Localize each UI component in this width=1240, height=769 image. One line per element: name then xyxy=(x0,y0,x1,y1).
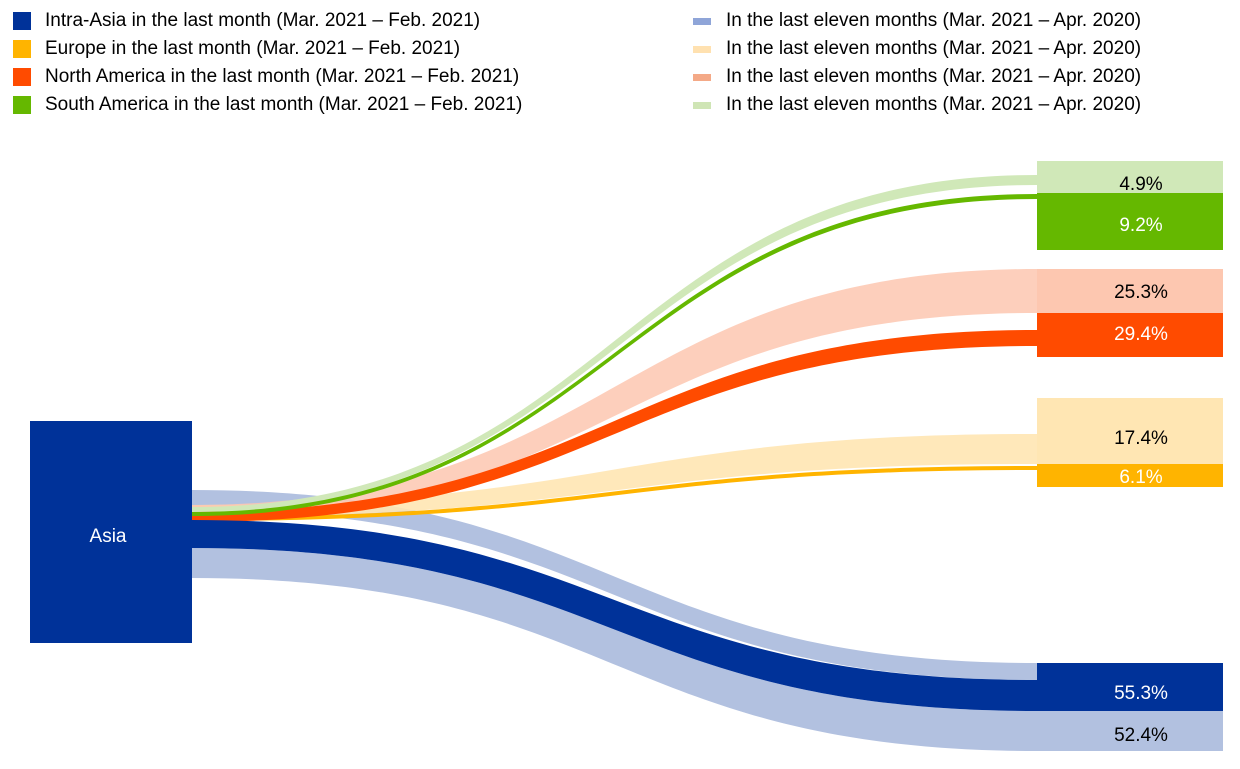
legend-swatch xyxy=(693,101,711,109)
flow-europe-eleven-months xyxy=(192,434,1037,517)
label-north-america-eleven: 25.3% xyxy=(1114,282,1168,303)
flow-south-america-eleven-months xyxy=(192,175,1037,513)
legend-swatch xyxy=(13,96,31,114)
flows-last-month xyxy=(192,194,1037,711)
label-south-america-eleven: 4.9% xyxy=(1119,174,1162,195)
target-node-intra-asia-last-month xyxy=(1037,663,1223,711)
target-node-south-america-last-month xyxy=(1037,193,1223,250)
label-intra-asia-last: 55.3% xyxy=(1114,683,1168,704)
flow-intra-asia-eleven-months-upper xyxy=(192,490,1037,680)
nodes xyxy=(1037,161,1223,751)
legend-label: South America in the last month (Mar. 20… xyxy=(45,94,523,115)
legend-swatch xyxy=(13,68,31,86)
flow-north-america-last-month xyxy=(192,330,1037,522)
value-labels: 4.9% 9.2% 25.3% 29.4% 17.4% 6.1% 55.3% 5… xyxy=(1114,174,1168,746)
label-south-america-last: 9.2% xyxy=(1119,215,1162,236)
legend-swatch xyxy=(13,40,31,58)
label-europe-last: 6.1% xyxy=(1119,467,1162,488)
target-node-europe-last-month xyxy=(1037,464,1223,487)
legend-label: Intra-Asia in the last month (Mar. 2021 … xyxy=(45,10,481,31)
legend-item-north-america-eleven-months: In the last eleven months (Mar. 2021 – A… xyxy=(693,66,1141,88)
legend-label: In the last eleven months (Mar. 2021 – A… xyxy=(726,38,1142,59)
label-north-america-last: 29.4% xyxy=(1114,324,1168,345)
source-node-asia xyxy=(30,421,192,643)
legend-swatch xyxy=(13,12,31,30)
legend-swatch xyxy=(693,17,711,25)
legend-item-south-america-eleven-months: In the last eleven months (Mar. 2021 – A… xyxy=(693,94,1141,116)
flow-south-america-last-month xyxy=(192,194,1037,516)
source-node-label: Asia xyxy=(90,526,127,547)
legend-item-europe-eleven-months: In the last eleven months (Mar. 2021 – A… xyxy=(693,38,1141,60)
legend-swatch xyxy=(693,73,711,81)
target-node-south-america-eleven-months xyxy=(1037,161,1223,193)
legend-label: In the last eleven months (Mar. 2021 – A… xyxy=(726,10,1142,31)
flows-eleven-months xyxy=(192,175,1037,751)
legend-item-intra-asia-last-month: Intra-Asia in the last month (Mar. 2021 … xyxy=(13,10,480,32)
target-node-north-america-eleven-months xyxy=(1037,269,1223,313)
legend-swatch xyxy=(693,45,711,53)
legend-label: In the last eleven months (Mar. 2021 – A… xyxy=(726,66,1142,87)
legend-item-europe-last-month: Europe in the last month (Mar. 2021 – Fe… xyxy=(13,38,460,60)
flow-intra-asia-last-month xyxy=(192,520,1037,711)
flow-north-america-eleven-months xyxy=(192,269,1037,519)
legend-item-intra-asia-eleven-months: In the last eleven months (Mar. 2021 – A… xyxy=(693,10,1141,32)
legend-label: Europe in the last month (Mar. 2021 – Fe… xyxy=(45,38,461,59)
target-node-europe-eleven-months xyxy=(1037,398,1223,464)
legend-label: North America in the last month (Mar. 20… xyxy=(45,66,520,87)
label-intra-asia-eleven: 52.4% xyxy=(1114,725,1168,746)
legend-item-south-america-last-month: South America in the last month (Mar. 20… xyxy=(13,94,522,116)
legend-label: In the last eleven months (Mar. 2021 – A… xyxy=(726,94,1142,115)
legend-item-north-america-last-month: North America in the last month (Mar. 20… xyxy=(13,66,519,88)
flow-intra-asia-eleven-months-lower xyxy=(192,548,1037,751)
target-node-intra-asia-eleven-months xyxy=(1037,711,1223,751)
flow-europe-last-month xyxy=(192,466,1037,521)
label-europe-eleven: 17.4% xyxy=(1114,428,1168,449)
target-node-north-america-last-month xyxy=(1037,313,1223,357)
